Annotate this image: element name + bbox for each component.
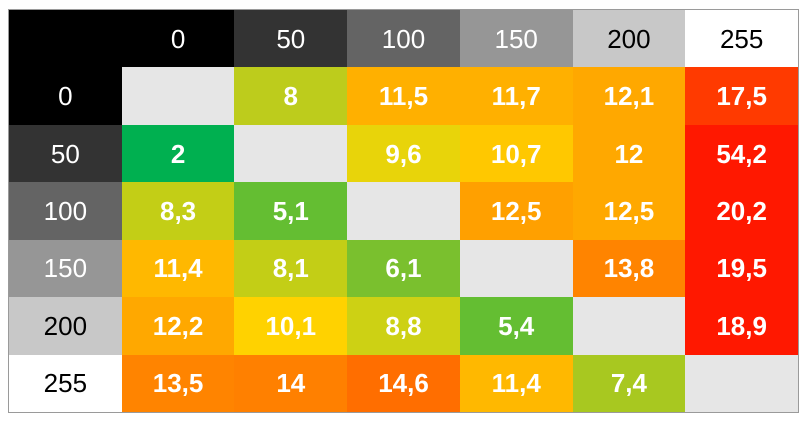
heatmap-cell: 54,2: [685, 124, 798, 183]
column-header: 255: [685, 10, 798, 68]
heatmap-cell: 7,4: [572, 354, 686, 412]
heatmap-cell: 14,6: [347, 354, 460, 412]
row-header: 50: [9, 124, 122, 183]
diagonal-cell: [572, 297, 686, 355]
heatmap-cell: 18,9: [685, 297, 798, 355]
diagonal-cell: [347, 182, 460, 240]
heatmap-cell: 12,2: [121, 297, 235, 355]
column-header: 150: [459, 10, 573, 68]
heatmap-cell: 11,5: [347, 67, 460, 125]
heatmap-cell: 14: [234, 354, 348, 412]
column-header: 50: [234, 10, 348, 68]
row-header: 0: [9, 67, 122, 125]
heatmap-matrix: 0 50 100 150 200 255 0 8 11,5 11,7 12,1 17,5 50 2 9,6 1…: [8, 9, 799, 413]
heatmap-cell: 19,5: [685, 239, 798, 298]
diagonal-cell: [121, 67, 235, 125]
heatmap-cell: 12: [572, 124, 686, 183]
row-header: 200: [9, 297, 122, 355]
row-header: 150: [9, 239, 122, 298]
heatmap-cell: 10,7: [459, 124, 573, 183]
heatmap-cell: 13,8: [572, 239, 686, 298]
diagonal-cell: [459, 239, 573, 298]
row-header: 255: [9, 354, 122, 412]
heatmap-cell: 2: [121, 124, 235, 183]
heatmap-cell: 8,8: [347, 297, 460, 355]
heatmap-cell: 8: [234, 67, 348, 125]
diagonal-cell: [234, 124, 348, 183]
diagonal-cell: [685, 354, 798, 412]
heatmap-cell: 8,3: [121, 182, 235, 240]
heatmap-cell: 9,6: [347, 124, 460, 183]
heatmap-cell: 13,5: [121, 354, 235, 412]
heatmap-cell: 12,5: [459, 182, 573, 240]
row-header: 100: [9, 182, 122, 240]
heatmap-cell: 11,4: [459, 354, 573, 412]
heatmap-cell: 10,1: [234, 297, 348, 355]
heatmap-cell: 6,1: [347, 239, 460, 298]
column-header: 200: [572, 10, 686, 68]
heatmap-cell: 11,7: [459, 67, 573, 125]
heatmap-cell: 5,4: [459, 297, 573, 355]
heatmap-cell: 12,1: [572, 67, 686, 125]
heatmap-cell: 8,1: [234, 239, 348, 298]
column-header: 0: [121, 10, 235, 68]
column-header: 100: [347, 10, 460, 68]
corner-cell: [9, 10, 122, 68]
heatmap-cell: 12,5: [572, 182, 686, 240]
heatmap-cell: 20,2: [685, 182, 798, 240]
heatmap-cell: 11,4: [121, 239, 235, 298]
heatmap-cell: 5,1: [234, 182, 348, 240]
heatmap-cell: 17,5: [685, 67, 798, 125]
